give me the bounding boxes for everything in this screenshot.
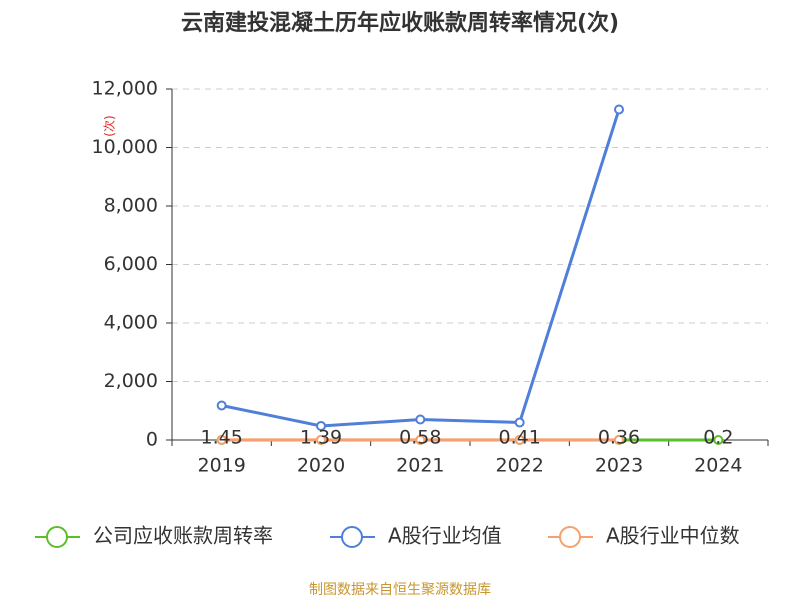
legend-label: A股行业均值	[388, 524, 502, 548]
legend-label: 公司应收账款周转率	[93, 524, 273, 548]
data-label: 0.41	[499, 426, 541, 448]
x-tick-label: 2023	[595, 455, 643, 477]
y-tick-label: 4,000	[104, 312, 158, 334]
point-marker	[614, 434, 624, 445]
data-label: 1.39	[300, 426, 342, 448]
y-tick-label: 0	[146, 429, 158, 451]
x-tick-label: 2021	[396, 455, 444, 477]
point-marker	[514, 434, 525, 445]
x-tick-label: 2024	[694, 455, 742, 477]
source-note: 制图数据来自恒生聚源数据库	[309, 582, 491, 598]
y-tick-label: 2,000	[104, 370, 158, 392]
data-label: 0.36	[598, 426, 640, 448]
legend-marker	[46, 526, 68, 548]
point-marker	[614, 104, 624, 115]
point-marker	[316, 434, 326, 445]
point-marker	[216, 434, 227, 445]
y-tick-label: 6,000	[104, 253, 158, 275]
point-marker	[514, 417, 525, 428]
point-marker	[415, 414, 426, 425]
legend-label: A股行业中位数	[606, 524, 740, 548]
data-label: 0.58	[399, 426, 441, 448]
point-marker	[216, 400, 227, 411]
x-tick-label: 2022	[495, 455, 543, 477]
point-marker	[316, 420, 326, 431]
x-tick-label: 2020	[297, 455, 345, 477]
y-tick-label: 12,000	[92, 78, 158, 100]
data-label: 0.2	[703, 426, 733, 448]
y-axis-label: (次)	[103, 115, 117, 136]
y-tick-label: 8,000	[104, 195, 158, 217]
legend-marker	[341, 526, 363, 548]
chart-title: 云南建投混凝土历年应收账款周转率情况(次)	[181, 10, 619, 36]
legend-marker	[559, 526, 581, 548]
data-label: 1.45	[201, 426, 243, 448]
x-tick-label: 2019	[197, 455, 245, 477]
point-marker	[415, 434, 426, 445]
point-marker	[713, 434, 724, 445]
series-line	[221, 109, 621, 428]
y-tick-label: 10,000	[92, 136, 158, 158]
